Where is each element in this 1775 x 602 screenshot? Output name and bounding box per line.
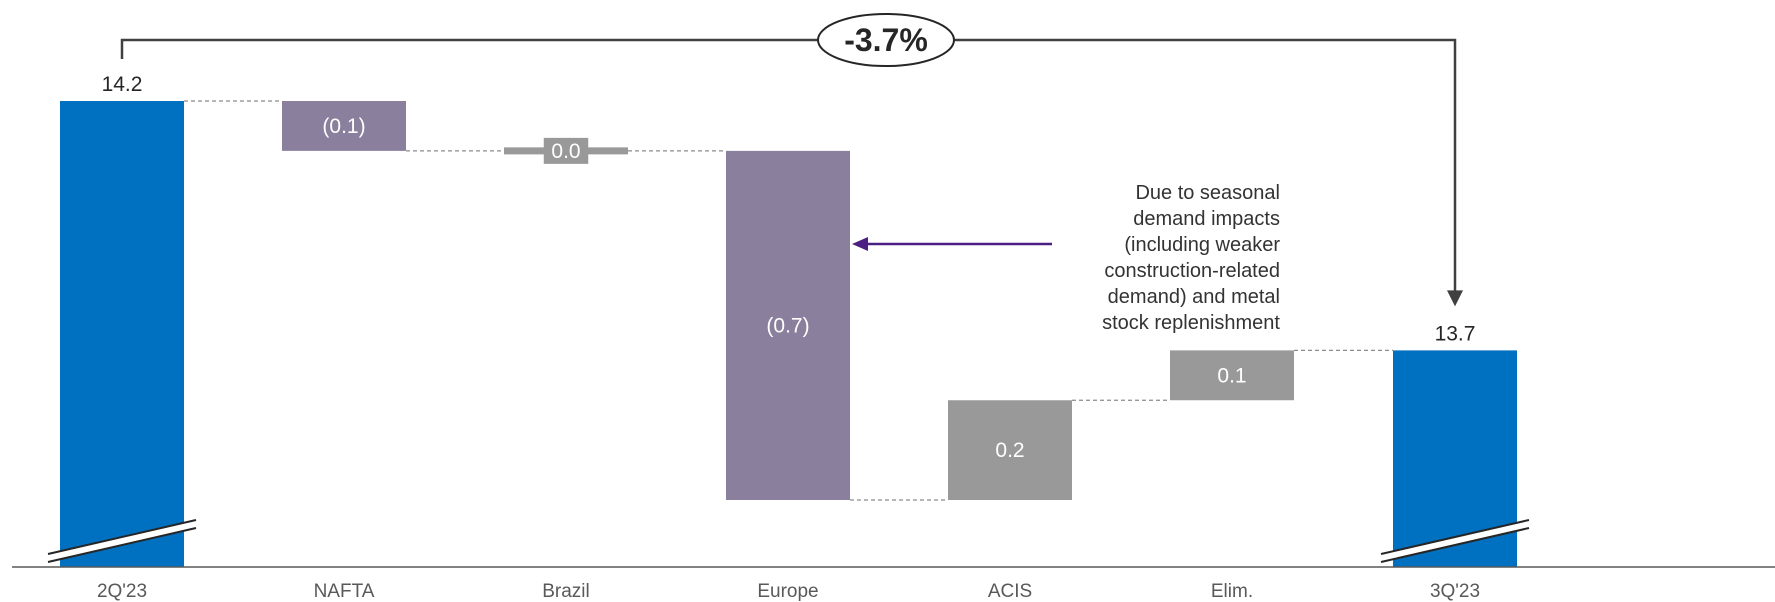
- bracket-line: [954, 38, 1457, 293]
- category-label: ACIS: [988, 581, 1032, 602]
- connector-lines: [184, 100, 1393, 501]
- annotation-line: stock replenishment: [1102, 312, 1280, 334]
- bar-europe: [726, 150, 850, 500]
- category-label: NAFTA: [314, 581, 375, 602]
- data-label-box: [543, 137, 589, 164]
- axis-break-line: [1380, 527, 1530, 563]
- data-label: 0.1: [1217, 364, 1246, 387]
- change-bracket: -3.7%: [120, 13, 1463, 307]
- annotation-line: demand) and metal: [1107, 286, 1280, 308]
- annotation-line: (including weaker: [1124, 234, 1280, 256]
- category-label: 2Q'23: [97, 581, 147, 602]
- annotation-line: construction-related: [1104, 260, 1280, 282]
- annotation-arrowhead: [852, 237, 868, 251]
- annotation-line: demand impacts: [1133, 208, 1280, 230]
- category-label: 3Q'23: [1430, 581, 1480, 602]
- axis-break-line: [47, 527, 197, 563]
- category-label: Elim.: [1211, 581, 1253, 602]
- axis-break-gap: [48, 520, 196, 562]
- data-label: 13.7: [1435, 322, 1476, 345]
- annotation-arrow: [852, 237, 1052, 251]
- axis-break-line: [47, 519, 197, 555]
- data-label: (0.7): [766, 314, 809, 337]
- change-badge: [817, 13, 955, 67]
- category-labels-group: 2Q'23 NAFTA Brazil Europe ACIS Elim. 3Q'23: [97, 581, 1480, 602]
- bar-elim-: [1170, 350, 1294, 401]
- bar-labels-group: 14.2 (0.1) 0.0 (0.7) 0.2 0.1 13.7: [102, 73, 1476, 462]
- data-label: (0.1): [322, 115, 365, 138]
- bracket-arrowhead: [1447, 290, 1463, 307]
- bar-acis: [948, 400, 1072, 500]
- bars-group: [47, 101, 1530, 567]
- axis-break-line: [1380, 519, 1530, 555]
- category-label: Europe: [757, 581, 818, 602]
- data-label: 14.2: [102, 73, 143, 96]
- bracket-line: [120, 38, 818, 59]
- data-label: 0.2: [995, 439, 1024, 462]
- bar-2q-23: [60, 101, 184, 567]
- category-label: Brazil: [542, 581, 590, 602]
- change-label: -3.7%: [844, 22, 928, 58]
- bar-nafta: [282, 101, 406, 151]
- data-label: 0.0: [551, 140, 580, 163]
- annotation-text: Due to seasonal demand impacts (includin…: [1010, 180, 1280, 336]
- axis-break-gap: [1381, 520, 1529, 562]
- annotation-line: Due to seasonal: [1135, 182, 1280, 204]
